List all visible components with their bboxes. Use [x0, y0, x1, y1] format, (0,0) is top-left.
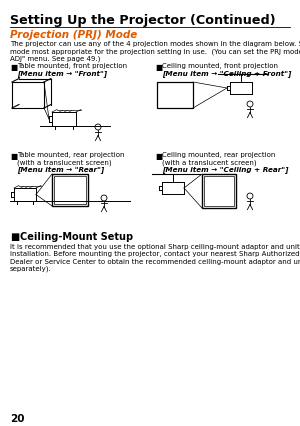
Text: Dealer or Service Center to obtain the recommended ceiling-mount adaptor and uni: Dealer or Service Center to obtain the r… [10, 259, 300, 265]
Text: [Menu item → "Rear"]: [Menu item → "Rear"] [17, 167, 104, 174]
Text: ■: ■ [155, 152, 162, 161]
Text: ADJ" menu. See page 49.): ADJ" menu. See page 49.) [10, 55, 101, 62]
Text: separately).: separately). [10, 265, 52, 272]
Text: (with a translucent screen): (with a translucent screen) [17, 159, 112, 166]
Text: Table mounted, rear projection: Table mounted, rear projection [17, 152, 124, 158]
Text: (with a translucent screen): (with a translucent screen) [162, 159, 256, 166]
Text: mode most appropriate for the projection setting in use.  (You can set the PRJ m: mode most appropriate for the projection… [10, 48, 300, 55]
Text: ■: ■ [10, 232, 19, 242]
Text: [Menu item → "Ceiling + Rear"]: [Menu item → "Ceiling + Rear"] [162, 167, 289, 174]
Text: ■: ■ [10, 63, 17, 72]
Text: 20: 20 [10, 414, 25, 424]
Text: Ceiling mounted, rear projection: Ceiling mounted, rear projection [162, 152, 275, 158]
Bar [202, 174, 236, 208]
Text: ■: ■ [155, 63, 162, 72]
Text: [Menu item → "Ceiling + Front"]: [Menu item → "Ceiling + Front"] [162, 70, 291, 78]
Text: ■: ■ [10, 152, 17, 161]
Text: Setting Up the Projector (Continued): Setting Up the Projector (Continued) [10, 14, 276, 27]
Text: Table mounted, front projection: Table mounted, front projection [17, 63, 127, 69]
Bar [204, 176, 234, 206]
Bar [52, 174, 88, 206]
Text: Ceiling-Mount Setup: Ceiling-Mount Setup [20, 232, 133, 242]
Text: Ceiling mounted, front projection: Ceiling mounted, front projection [162, 63, 278, 69]
Bar [54, 176, 86, 204]
Text: [Menu item → "Front"]: [Menu item → "Front"] [17, 70, 107, 78]
Text: Projection (PRJ) Mode: Projection (PRJ) Mode [10, 30, 137, 40]
Bar [157, 82, 193, 108]
Text: It is recommended that you use the optional Sharp ceiling-mount adaptor and unit: It is recommended that you use the optio… [10, 244, 300, 250]
Text: installation. Before mounting the projector, contact your nearest Sharp Authoriz: installation. Before mounting the projec… [10, 251, 300, 257]
Text: The projector can use any of the 4 projection modes shown in the diagram below. : The projector can use any of the 4 proje… [10, 41, 300, 47]
